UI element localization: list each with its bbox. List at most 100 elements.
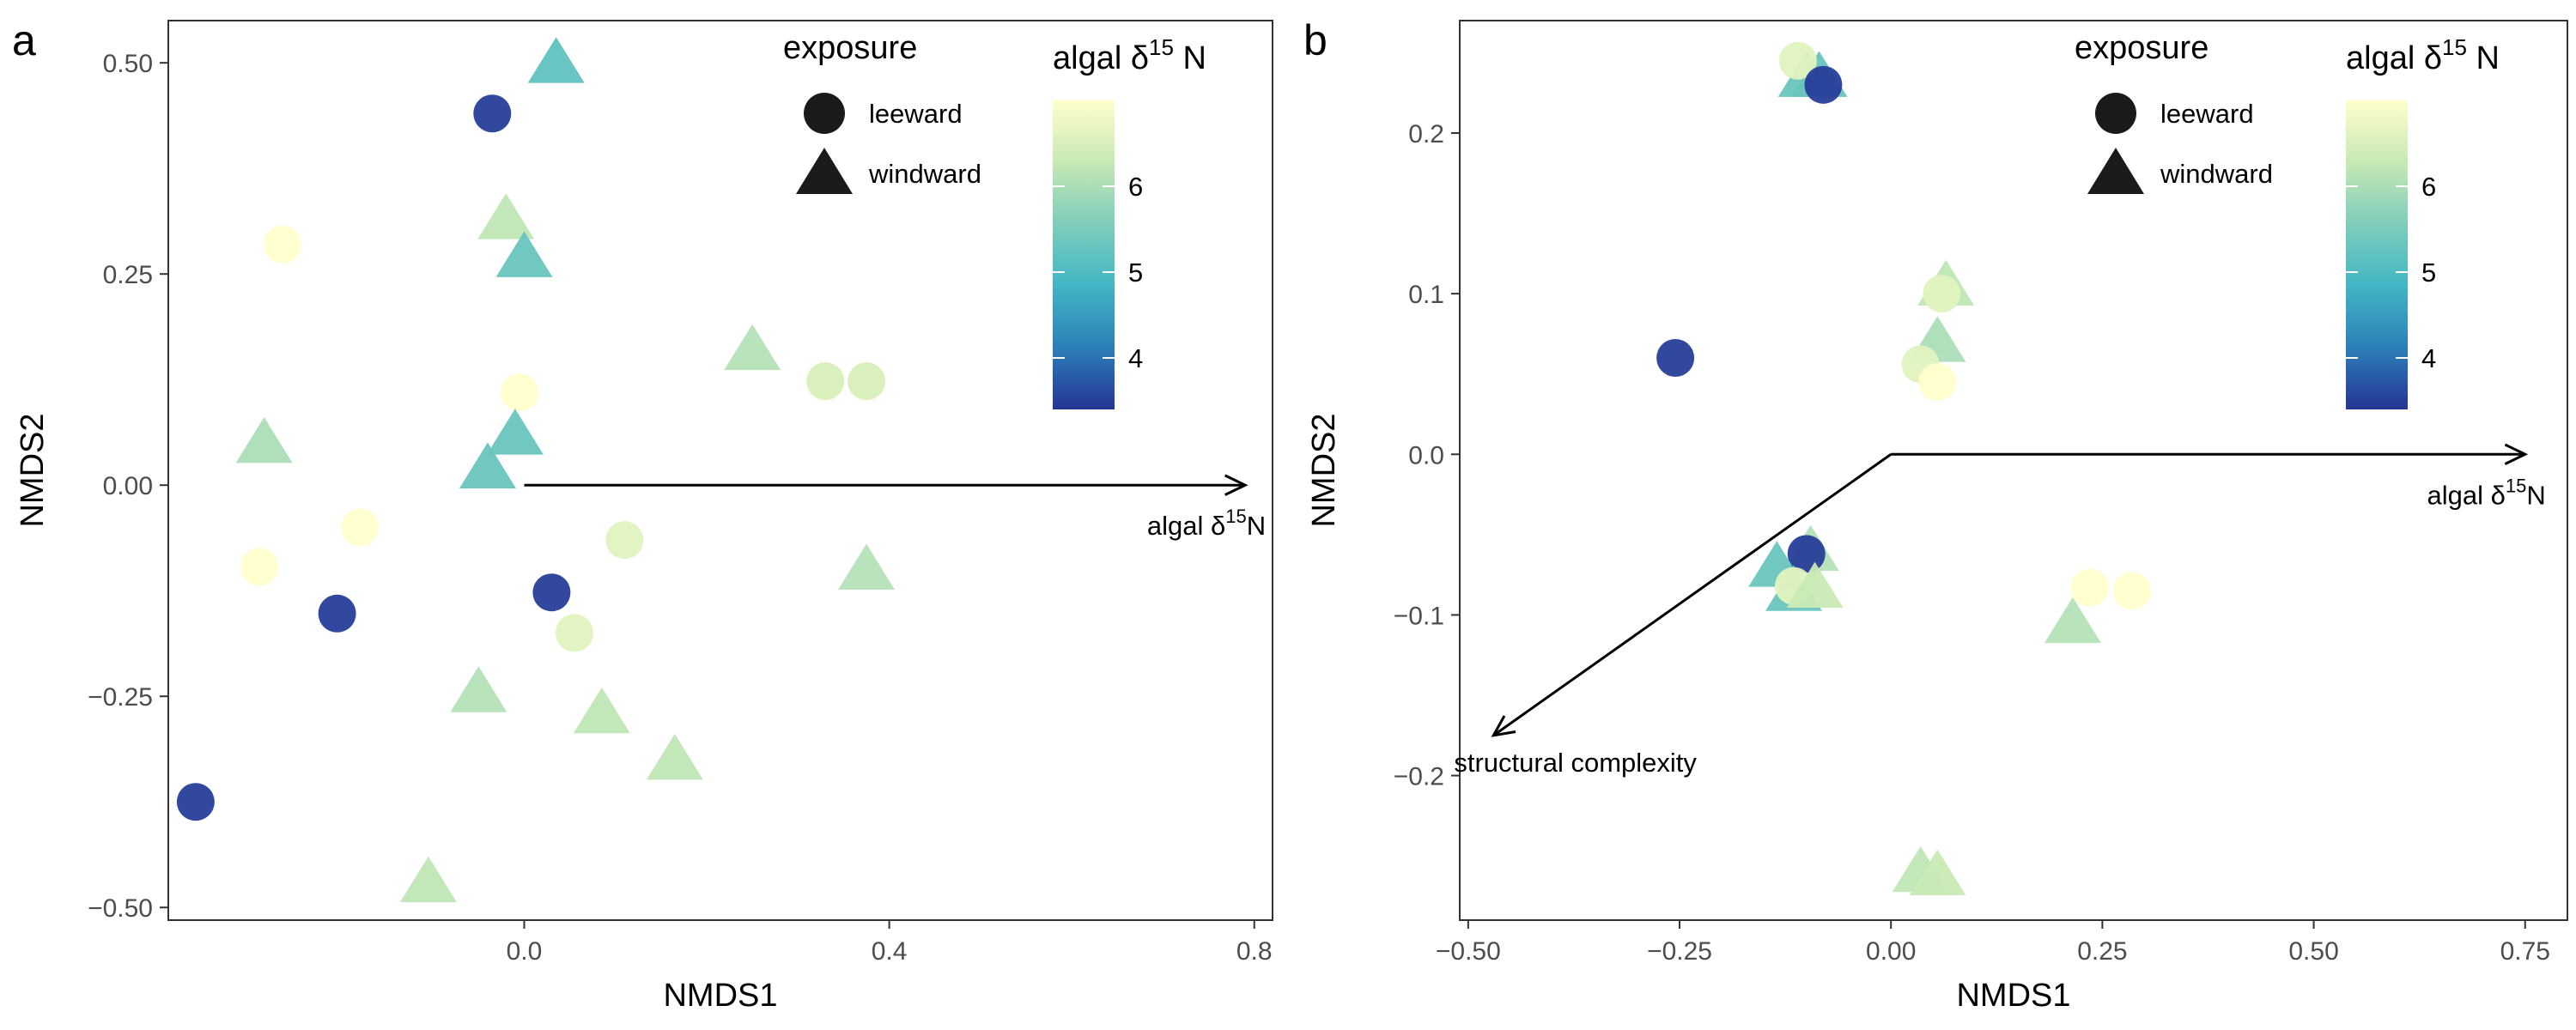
arrow-label: algal δ15N [1147, 506, 1266, 541]
arrow-label: structural complexity [1454, 748, 1697, 778]
point-leeward [1656, 339, 1695, 377]
color-legend-title-end: N [2467, 40, 2500, 76]
points-layer [1656, 41, 2151, 895]
point-windward [450, 666, 507, 712]
point-windward [235, 417, 293, 464]
point-windward [573, 687, 630, 734]
point-leeward [532, 573, 571, 612]
y-tick-label: −0.50 [88, 894, 153, 923]
y-tick-label: 0.25 [103, 261, 153, 289]
colorbar-tick-label: 6 [1128, 172, 1143, 202]
point-leeward [1778, 41, 1817, 80]
arrow-label-end: N [2526, 480, 2545, 510]
arrow-label: algal δ15N [2427, 475, 2546, 510]
x-tick-label: 0.50 [2288, 937, 2338, 966]
point-windward [495, 231, 553, 277]
x-tick-label: −0.25 [1647, 937, 1712, 966]
point-windward [399, 856, 457, 903]
x-axis-title: NMDS1 [663, 978, 777, 1014]
y-tick-label: 0.00 [103, 472, 153, 500]
plot-frame [1459, 20, 2568, 921]
point-windward [646, 734, 703, 780]
point-leeward [848, 362, 886, 401]
shape-legend-title: exposure [2075, 30, 2208, 66]
y-tick-label: −0.1 [1394, 602, 1444, 630]
vector-arrow [1492, 453, 1893, 737]
point-windward [2044, 597, 2101, 644]
shape-legend-title: exposure [783, 30, 917, 66]
y-axis-title: NMDS2 [15, 413, 51, 527]
panel-a: a 0.50 0.25 0.00 −0.25 −0.50 0.0 0.4 0.8 NMDS1 NMD… [12, 16, 1273, 1014]
point-leeward [176, 783, 215, 821]
color-legend-title-main: algal δ [2346, 40, 2442, 76]
color-legend-title-sup: 15 [1149, 34, 1174, 60]
colorbar [1053, 100, 1115, 409]
point-windward [486, 409, 544, 455]
x-tick-label: 0.8 [1236, 937, 1273, 966]
point-leeward [555, 614, 593, 652]
point-leeward [2070, 568, 2109, 607]
y-axis-title: NMDS2 [1306, 413, 1342, 527]
point-windward [1786, 561, 1844, 609]
arrow-head [1224, 474, 1249, 496]
arrow-head [1491, 715, 1516, 737]
colorbar-tick-label: 4 [1128, 343, 1143, 373]
y-tick-label: −0.25 [88, 683, 153, 712]
x-tick-label: 0.75 [2500, 937, 2550, 966]
point-leeward [240, 548, 279, 586]
x-tick-label: −0.50 [1436, 937, 1501, 966]
legend-entry-label: leeward [2160, 99, 2254, 129]
shape-legend: exposure leeward windward [2075, 30, 2273, 194]
point-windward [459, 442, 516, 488]
panel-b: b 0.2 0.1 0.0 −0.1 −0.2 −0.50 −0.25 0.00 0.25 0.50… [1303, 16, 2568, 1014]
point-leeward [341, 508, 380, 547]
point-leeward [501, 373, 539, 411]
point-leeward [605, 521, 644, 560]
colorbar-tick-label: 5 [2421, 258, 2436, 288]
point-leeward [473, 94, 512, 133]
shape-legend: exposure leeward windward [783, 30, 981, 194]
arrow-head [2504, 443, 2529, 465]
point-windward [838, 543, 896, 591]
point-leeward [1923, 275, 1961, 313]
point-windward [724, 324, 781, 371]
x-tick-label: 0.0 [507, 937, 543, 966]
y-tick-label: 0.50 [103, 50, 153, 78]
point-leeward [1787, 535, 1826, 573]
x-tick-label: 0.00 [1866, 937, 1916, 966]
color-legend-title-main: algal δ [1053, 40, 1149, 76]
color-legend: algal δ15 N 4 5 6 [2346, 34, 2500, 409]
legend-entry-label: leeward [869, 99, 963, 129]
point-leeward [263, 225, 301, 264]
point-windward [527, 37, 585, 83]
arrow-label-end: N [1247, 511, 1266, 541]
colorbar [2346, 100, 2408, 409]
arrow-label-main: structural complexity [1454, 748, 1697, 778]
point-windward [477, 193, 535, 239]
point-leeward [1918, 363, 1957, 402]
colorbar-tick-label: 5 [1128, 258, 1143, 288]
legend-key-circle [2095, 93, 2136, 134]
point-leeward [2112, 572, 2151, 610]
color-legend-title: algal δ15 N [2346, 34, 2500, 76]
color-legend-title-end: N [1174, 40, 1206, 76]
legend-entry-label: windward [868, 159, 981, 189]
color-legend-title-sup: 15 [2442, 34, 2467, 60]
y-tick-label: 0.2 [1408, 120, 1444, 148]
point-leeward [1804, 65, 1843, 104]
arrow-label-main: algal δ [1147, 511, 1225, 541]
arrow-label-sup: 15 [1225, 506, 1246, 527]
points-layer [176, 37, 896, 903]
arrow-label-sup: 15 [2506, 475, 2526, 496]
colorbar-tick-label: 4 [2421, 343, 2436, 373]
colorbar-tick-label: 6 [2421, 172, 2436, 202]
color-legend-title: algal δ15 N [1053, 34, 1206, 76]
panel-label: b [1303, 16, 1327, 64]
x-tick-label: 0.25 [2077, 937, 2127, 966]
point-leeward [318, 594, 356, 633]
legend-key-triangle [2087, 148, 2144, 194]
point-leeward [806, 362, 845, 401]
legend-key-circle [804, 93, 845, 134]
